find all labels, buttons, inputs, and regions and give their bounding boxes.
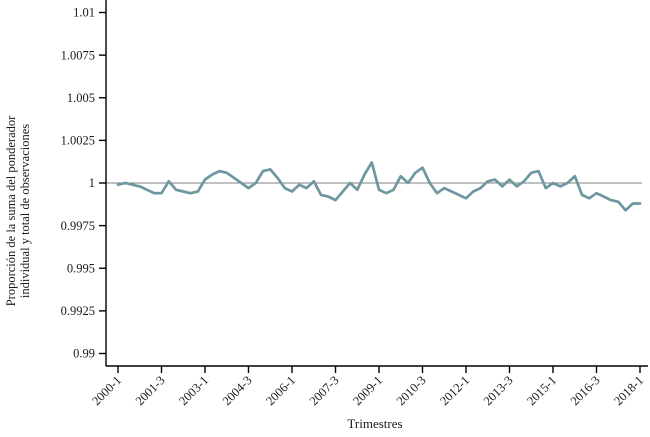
x-tick-label: 2001-3 (133, 373, 168, 408)
axis-titles: Proporción de la suma del ponderador ind… (4, 115, 403, 431)
y-tick-label: 1.0025 (61, 134, 95, 148)
y-tick-label: 1.005 (67, 91, 95, 105)
y-axis-title-line2: individual y total de observaciones (18, 124, 32, 298)
x-tick-label: 2007-3 (307, 373, 342, 408)
x-tick-label: 2010-3 (394, 373, 429, 408)
x-tick-label: 2012-1 (437, 373, 472, 408)
y-tick-label: 1 (89, 176, 95, 190)
x-tick-label: 2016-3 (568, 373, 603, 408)
x-tick-label: 2006-1 (263, 373, 298, 408)
x-tick-label: 2004-3 (220, 373, 255, 408)
y-tick-label: 0.995 (67, 261, 95, 275)
x-tick-label: 2013-3 (481, 373, 516, 408)
y-axis-title-line1: Proporción de la suma del ponderador (4, 115, 18, 306)
x-tick-label: 2015-1 (524, 373, 559, 408)
x-tick-label: 2000-1 (89, 373, 124, 408)
y-tick-label: 0.9925 (61, 304, 95, 318)
y-tick-label: 1.0075 (61, 48, 95, 62)
x-axis-title: Trimestres (347, 416, 402, 431)
y-tick-label: 0.99 (73, 347, 95, 361)
x-tick-label: 2009-1 (350, 373, 385, 408)
x-tick-label: 2018-1 (611, 373, 646, 408)
data-series-line (116, 161, 642, 212)
y-tick-label: 1.01 (73, 6, 95, 20)
x-tick-label: 2003-1 (176, 373, 211, 408)
y-tick-label: 0.9975 (61, 219, 95, 233)
